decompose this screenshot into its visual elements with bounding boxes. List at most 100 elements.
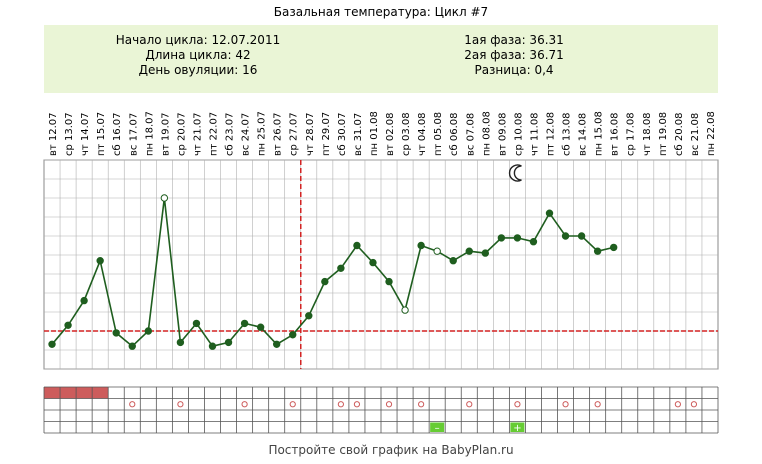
intercourse-marker [418, 401, 425, 408]
intercourse-marker [466, 401, 473, 408]
summary-left-1: Длина цикла: 42 [145, 48, 250, 62]
temperature-series [48, 194, 618, 350]
coverline-group [44, 160, 718, 369]
header-day-31: чт 11.08 [529, 112, 540, 156]
intercourse-marker [690, 401, 698, 408]
summary-right-0: 1ая фаза: 36.31 [464, 33, 564, 47]
intercourse-marker [562, 401, 569, 408]
header-day-6: вс 17.07 [128, 113, 139, 156]
pregnancy-test-cell [510, 422, 525, 432]
temp-point [128, 342, 136, 350]
summary-left-0: Начало цикла: 12.07.2011 [116, 33, 280, 47]
temp-point [369, 258, 377, 267]
temp-point [545, 209, 554, 217]
pregnancy-test-symbol: – [435, 423, 440, 434]
intercourse-marker [674, 401, 681, 408]
header-day-13: вс 24.07 [241, 113, 252, 156]
header-day-21: пн 01.08 [369, 111, 380, 156]
temp-point [353, 241, 361, 250]
header-day-36: вт 16.08 [610, 112, 621, 156]
header-day-29: вт 09.08 [497, 112, 508, 156]
header-day-14: пн 25.07 [257, 111, 268, 156]
intercourse-marker [129, 401, 136, 408]
header-day-10: чт 21.07 [192, 112, 203, 156]
intercourse-marker [514, 401, 521, 408]
intercourse-marker [289, 401, 296, 408]
temp-point [144, 327, 153, 335]
summary-right-1: 2ая фаза: 36.71 [464, 48, 564, 62]
intercourse-marker [337, 401, 344, 408]
temp-point [256, 323, 265, 331]
intercourse-marker [385, 401, 393, 408]
footer-text: Постройте свой график на BabyPlan.ru [268, 443, 513, 457]
temp-point [513, 234, 522, 242]
temp-point [48, 340, 56, 348]
temp-point [64, 321, 72, 329]
cycle-day-numbers [508, 164, 522, 182]
intercourse-marker [177, 401, 184, 408]
header-day-23: ср 03.08 [401, 112, 412, 156]
temp-point [449, 257, 457, 265]
temp-point [577, 232, 586, 240]
temp-point [593, 247, 602, 255]
temp-point [481, 249, 490, 257]
temp-point [112, 329, 120, 337]
temp-point [160, 194, 169, 202]
temp-point [208, 342, 217, 350]
menstruation-cell [44, 387, 61, 399]
summary-right-2: Разница: 0,4 [474, 63, 553, 77]
menstruation-cell [92, 387, 109, 399]
header-day-28: пн 08.08 [481, 111, 492, 156]
header-day-18: пт 29.07 [321, 112, 332, 156]
chart-title: Базальная температура: Цикл #7 [274, 5, 488, 19]
summary-panel [44, 25, 718, 93]
header-day-34: вс 14.08 [578, 113, 589, 156]
header-day-5: сб 16.07 [112, 113, 123, 156]
header-day-37: ср 17.08 [626, 112, 637, 156]
header-day-15: вт 26.07 [273, 112, 284, 156]
header-day-17: чт 28.07 [305, 112, 316, 156]
header-day-2: ср 13.07 [64, 112, 75, 156]
temp-point [561, 232, 570, 240]
header-day-8: вт 19.07 [160, 112, 171, 156]
header-day-41: вс 21.08 [690, 113, 701, 156]
header-day-22: вт 02.08 [385, 112, 396, 156]
temp-point [417, 241, 425, 250]
header-day-38: чт 18.08 [642, 112, 653, 156]
temp-point [465, 247, 473, 255]
header-day-42: пн 22.08 [706, 111, 717, 156]
intercourse-marker [353, 401, 361, 408]
header-day-24: чт 04.08 [417, 112, 428, 156]
temp-point [385, 277, 393, 286]
temp-point [96, 257, 104, 265]
summary-left-2: День овуляции: 16 [139, 63, 258, 77]
header-day-7: пн 18.07 [144, 111, 155, 156]
intercourse-marker [594, 401, 601, 408]
temp-point [272, 340, 281, 348]
header-day-26: сб 06.08 [449, 113, 460, 156]
header-day-20: вс 31.07 [353, 113, 364, 156]
header-day-12: сб 23.07 [225, 113, 236, 156]
header-day-4: пт 15.07 [96, 112, 107, 156]
menstruation-cell [76, 387, 93, 399]
temp-point [529, 238, 538, 246]
header-day-27: вс 07.08 [465, 113, 476, 156]
header-day-25: пт 05.08 [433, 112, 444, 156]
temp-point [305, 312, 313, 320]
header-day-19: сб 30.07 [337, 113, 348, 156]
temp-point [289, 331, 297, 339]
intercourse-marker [241, 401, 248, 408]
header-day-33: сб 13.08 [562, 113, 573, 156]
header-day-16: ср 27.07 [289, 112, 300, 156]
temp-point [321, 277, 329, 286]
temp-point [240, 319, 249, 328]
bottom-table: – + [43, 386, 719, 434]
header-day-39: пт 19.08 [658, 112, 669, 156]
header-day-9: ср 20.07 [176, 112, 187, 156]
temp-point [176, 338, 185, 347]
temp-point [80, 296, 88, 305]
temp-point [192, 319, 201, 328]
temp-point [337, 264, 345, 272]
header-day-30: ср 10.08 [513, 112, 524, 156]
